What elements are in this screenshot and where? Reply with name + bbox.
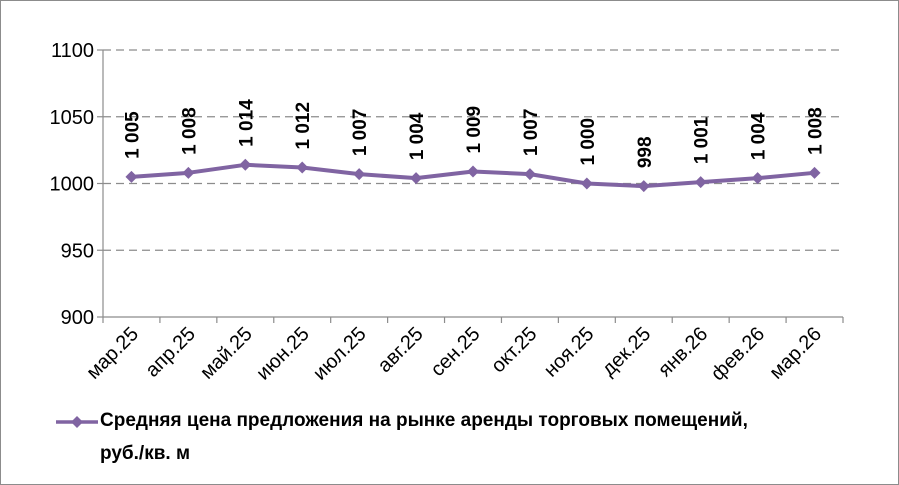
data-label: 1 007: [350, 109, 371, 157]
x-tick-label: апр.25: [141, 323, 200, 382]
data-label: 1 008: [806, 107, 827, 155]
data-point: [751, 172, 764, 185]
y-tick-label: 1100: [51, 40, 94, 62]
data-label: 1 009: [464, 106, 485, 154]
data-point: [694, 176, 707, 189]
x-tick-label: авг.25: [374, 323, 428, 377]
data-point: [467, 165, 479, 178]
y-tick-label: 900: [61, 307, 94, 329]
data-label: 1 012: [293, 102, 314, 150]
data-label: 1 005: [122, 111, 143, 159]
data-point: [637, 180, 650, 193]
data-point: [580, 177, 593, 190]
data-point: [239, 158, 252, 171]
x-tick-label: сен.25: [427, 323, 485, 381]
x-tick-label: дек.25: [598, 323, 656, 381]
data-label: 998: [635, 136, 656, 168]
data-label: 1 014: [236, 99, 257, 147]
x-tick-label: июл.25: [309, 323, 371, 385]
x-tick-label: янв.26: [654, 323, 712, 381]
data-point: [182, 166, 195, 179]
data-point: [808, 166, 821, 179]
data-label: 1 004: [749, 112, 770, 160]
legend-series-swatch: [56, 416, 98, 428]
y-tick-label: 950: [61, 240, 94, 262]
data-point: [410, 172, 423, 185]
y-tick-label: 1050: [50, 107, 95, 129]
legend-label-line1: Средняя цена предложения на рынке аренды…: [100, 410, 748, 431]
x-tick-label: мар.26: [765, 323, 826, 384]
data-label: 1 001: [692, 116, 713, 164]
data-label: 1 008: [179, 107, 200, 155]
legend-label-line2: руб./кв. м: [100, 443, 191, 464]
data-point: [296, 161, 309, 174]
x-tick-label: окт.25: [487, 323, 541, 377]
y-tick-label: 1000: [50, 174, 95, 196]
x-tick-label: мар.25: [82, 323, 143, 384]
x-tick-label: ноя.25: [540, 323, 599, 382]
data-label: 1 004: [407, 112, 428, 160]
x-tick-label: фев.26: [707, 323, 769, 385]
data-label: 1 007: [521, 109, 542, 157]
x-tick-label: июн.25: [252, 323, 314, 385]
data-point: [125, 170, 138, 183]
data-label: 1 000: [578, 118, 599, 166]
data-point: [523, 168, 536, 181]
x-tick-label: май.25: [196, 323, 257, 384]
data-point: [353, 168, 366, 181]
